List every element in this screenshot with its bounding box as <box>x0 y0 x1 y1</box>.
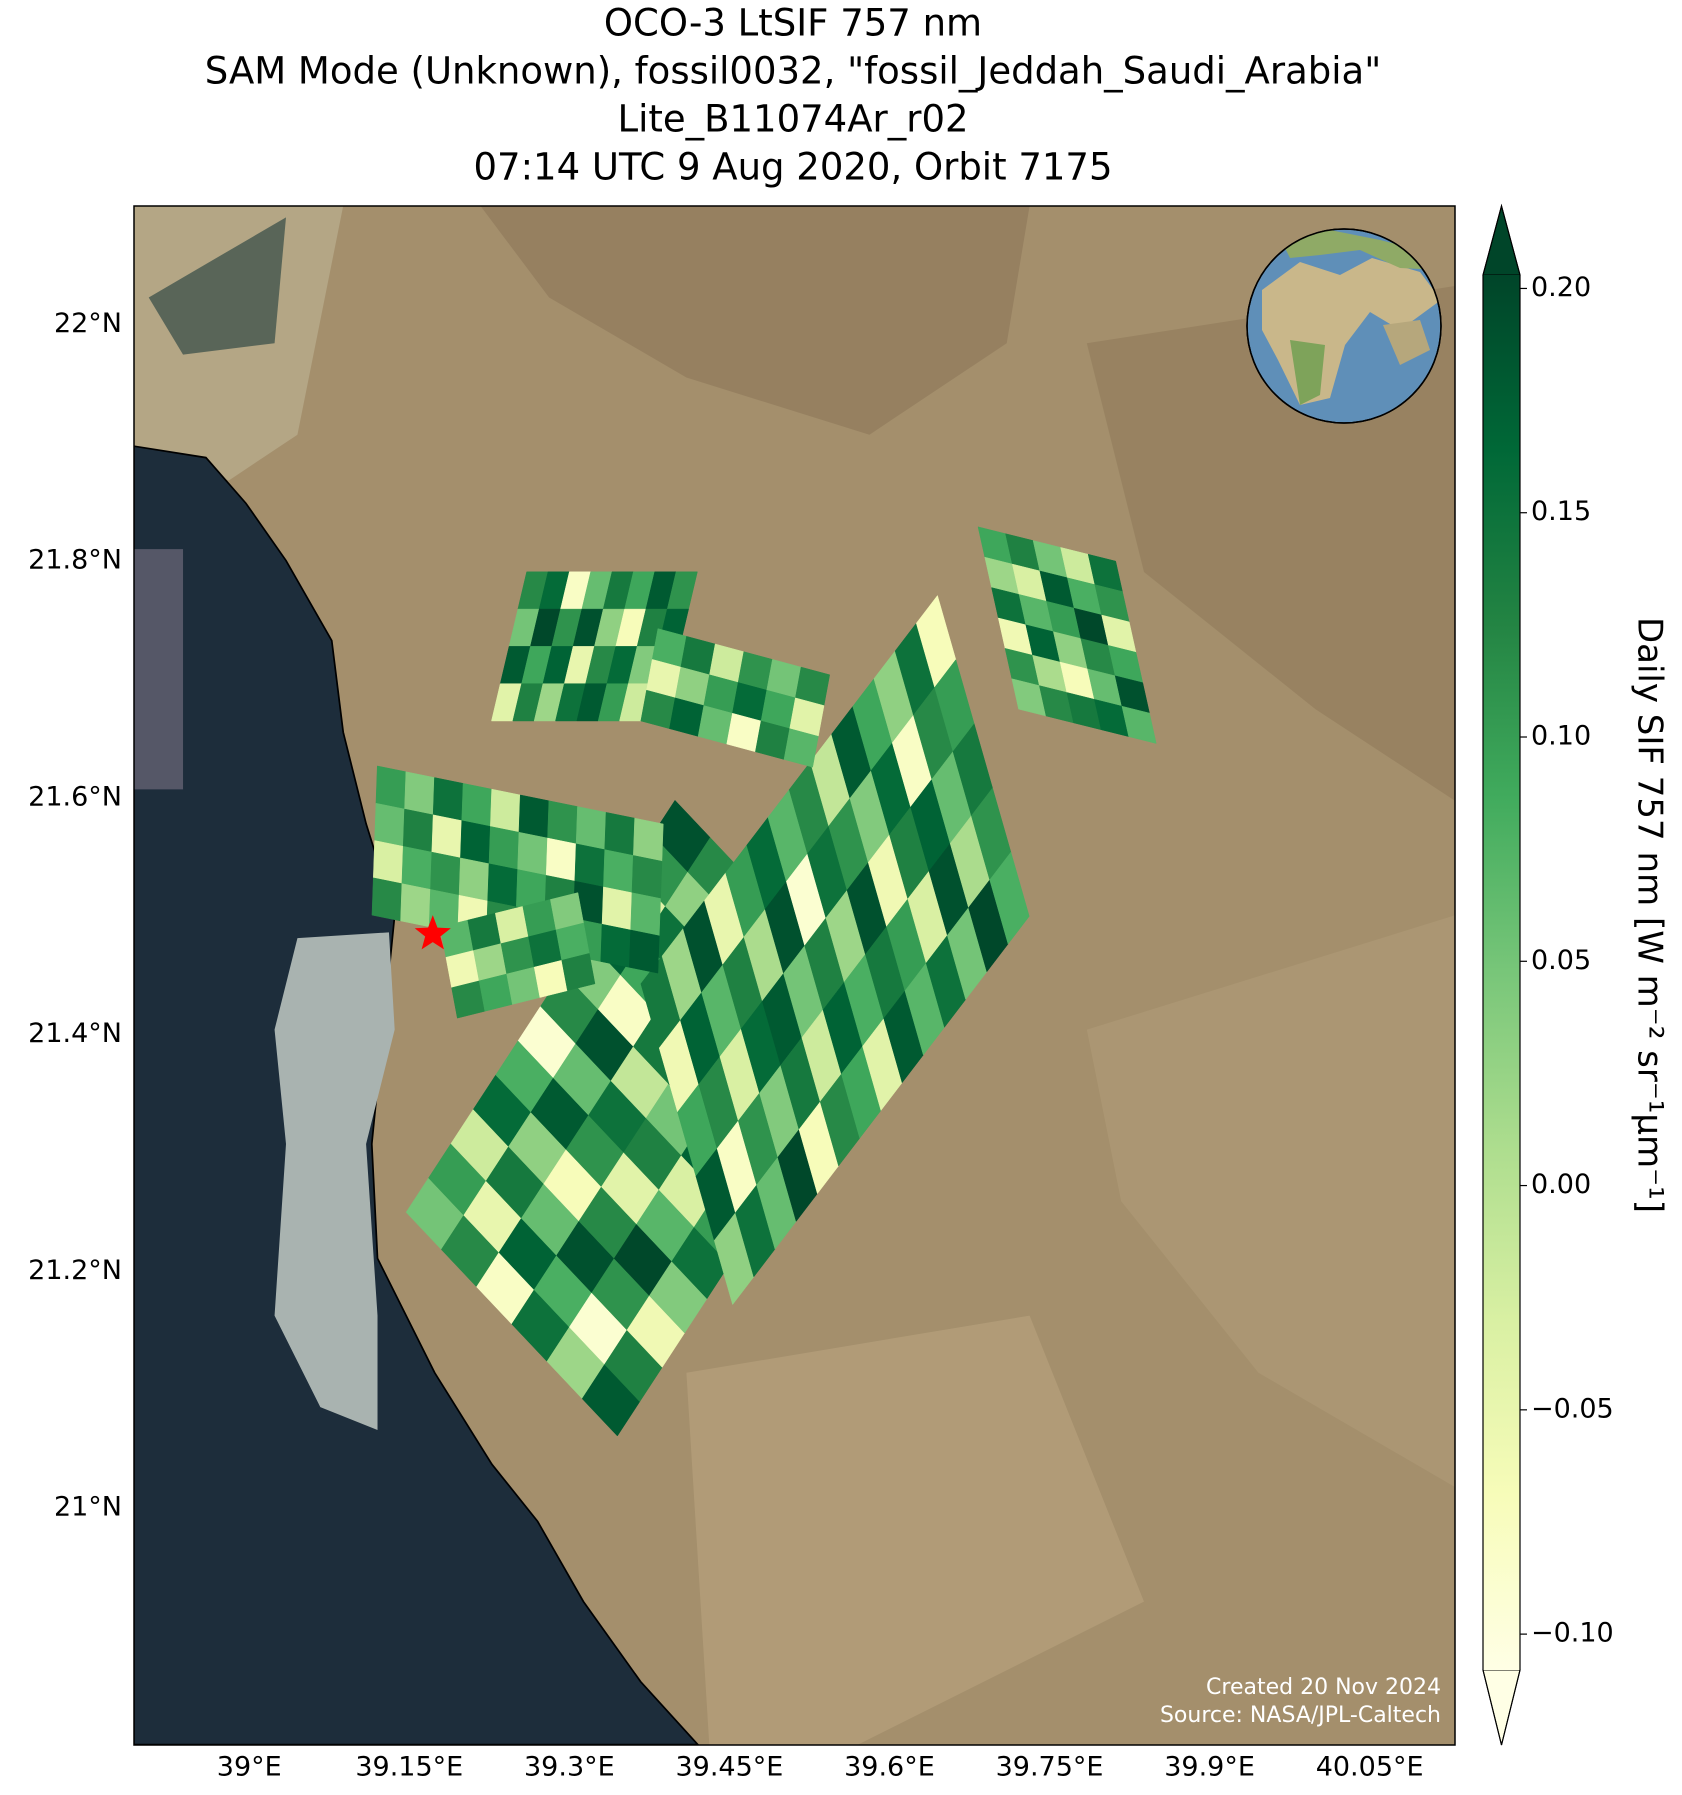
x-tick-label: 39.9°E <box>1164 1752 1255 1783</box>
x-tick-label: 39.75°E <box>996 1752 1104 1783</box>
sounding <box>1121 705 1157 744</box>
y-tick-label: 21°N <box>54 1492 122 1523</box>
sounding <box>533 959 568 998</box>
sounding <box>400 883 431 928</box>
target-star <box>414 915 451 950</box>
sounding <box>375 765 407 810</box>
colorbar-tick-label: 0.00 <box>1531 1169 1591 1200</box>
colorbar-tick-label: −0.05 <box>1531 1393 1614 1424</box>
sounding <box>603 849 634 894</box>
colorbar-extend-min <box>1482 1669 1521 1746</box>
basemap: Created 20 Nov 2024 Source: NASA/JPL-Calt… <box>134 206 1455 1745</box>
sounding <box>458 857 490 902</box>
chart-title: 07:14 UTC 9 Aug 2020, Orbit 7175 <box>473 146 1112 189</box>
x-tick-label: 39.15°E <box>355 1752 463 1783</box>
y-tick-label: 21.2°N <box>28 1255 122 1286</box>
sounding <box>401 846 433 890</box>
sounding <box>478 973 513 1012</box>
sounding <box>631 855 663 899</box>
colorbar-extend-max <box>1482 204 1521 276</box>
sounding <box>989 851 1030 945</box>
sounding <box>518 794 550 839</box>
sounding <box>604 812 635 856</box>
x-tick-label: 39°E <box>217 1752 282 1783</box>
axes: 39°E 39.15°E 39.3°E 39.45°E 39.6°E 39.75°E 39.… <box>28 308 1423 1783</box>
sounding <box>374 802 405 847</box>
x-tick-label: 39.45°E <box>675 1752 783 1783</box>
sounding <box>545 837 577 882</box>
colorbar-tick-label: 0.15 <box>1531 496 1591 527</box>
sounding <box>432 777 464 821</box>
sounding <box>451 980 486 1019</box>
y-tick-label: 21.4°N <box>28 1018 122 1049</box>
map-frame <box>133 205 1456 1746</box>
sounding <box>487 863 518 908</box>
sounding <box>630 892 661 937</box>
colorbar-body <box>1483 275 1520 1670</box>
sounding <box>601 886 633 931</box>
sounding <box>402 808 434 853</box>
y-tick-label: 22°N <box>54 308 122 339</box>
sounding <box>490 788 521 833</box>
chart-title: SAM Mode (Unknown), fossil0032, "fossil_… <box>205 50 1381 93</box>
sounding <box>561 953 596 991</box>
sounding <box>547 800 578 845</box>
chart-title: Lite_B11074Ar_r02 <box>617 98 968 141</box>
sounding <box>600 923 631 968</box>
credit-line: Created 20 Nov 2024 <box>1206 1675 1441 1700</box>
x-tick-label: 39.6°E <box>844 1752 935 1783</box>
sounding <box>575 806 607 850</box>
credits: Created 20 Nov 2024 Source: NASA/JPL-Calt… <box>1160 1675 1441 1728</box>
sounding <box>629 929 660 974</box>
sounding <box>404 771 435 816</box>
colorbar-tick-label: 0.05 <box>1531 945 1591 976</box>
sounding <box>488 826 520 870</box>
colorbar-tick-label: −0.10 <box>1531 1618 1614 1649</box>
sounding <box>506 966 541 1005</box>
colorbar: −0.10 −0.05 0.00 0.05 0.10 0.15 0.20 Daily SIF … <box>1482 203 1670 1746</box>
colorbar-tick-label: 0.20 <box>1531 272 1591 303</box>
y-tick-label: 21.8°N <box>28 545 122 576</box>
sounding <box>633 817 664 862</box>
sounding <box>373 840 404 884</box>
chart-title: OCO-3 LtSIF 757 nm <box>604 2 982 45</box>
sounding <box>430 851 461 896</box>
colorbar-outline <box>1482 203 1521 1746</box>
colorbar-tick-label: 0.10 <box>1531 721 1591 752</box>
soundings <box>371 526 1157 1437</box>
sounding <box>783 728 819 768</box>
title-block: OCO-3 LtSIF 757 nm SAM Mode (Unknown), fo… <box>205 2 1381 189</box>
colorbar-label: Daily SIF 757 nm [W m⁻² sr⁻¹μm⁻¹] <box>1630 617 1670 1213</box>
sounding <box>431 814 462 859</box>
sounding <box>517 831 548 876</box>
sounding <box>574 843 605 888</box>
y-tick-label: 21.6°N <box>28 781 122 812</box>
x-tick-label: 40.05°E <box>1316 1752 1424 1783</box>
sounding <box>461 783 492 827</box>
credit-line: Source: NASA/JPL-Caltech <box>1160 1703 1441 1728</box>
sounding <box>371 877 403 922</box>
locator-globe <box>1246 228 1442 424</box>
sounding <box>460 820 491 865</box>
x-tick-label: 39.3°E <box>524 1752 615 1783</box>
